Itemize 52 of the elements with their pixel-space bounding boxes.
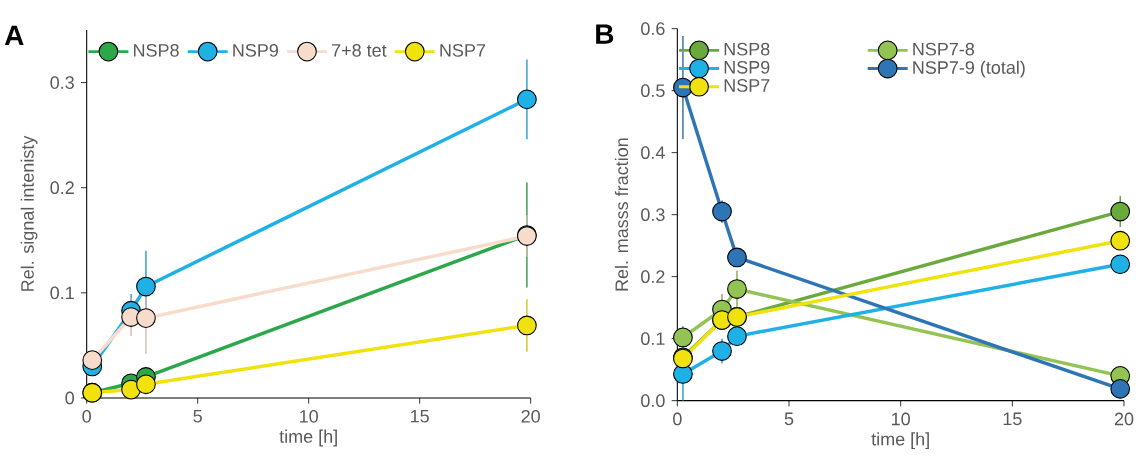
point [1110,230,1131,251]
x-axis-title: time [h] [279,429,337,447]
legend-label: NSP7 [440,43,486,57]
chart-title: B [596,24,614,44]
y-tick-label: 0.3 [641,208,665,222]
legend-label: NSP8 [724,42,770,56]
legend-label: NSP9 [233,43,278,57]
point [712,341,732,361]
point [136,276,156,297]
point [727,279,747,299]
y-tick-label: 0.5 [641,84,665,98]
x-axis-title: time [h] [871,432,929,450]
x-tick-label: 5 [784,412,794,426]
x-tick-label: 5 [193,409,202,423]
point [136,308,156,328]
x-tick-label: 0 [673,412,682,426]
point [673,327,693,348]
x-tick-label: 15 [411,409,429,423]
legend-label: NSP7-8 [913,42,975,56]
legend-label: NSP7 [724,79,770,92]
point [1110,379,1131,399]
legend-label: NSP7-9 (total) [913,60,1025,78]
point [1110,254,1131,275]
legend-label: NSP9 [724,60,770,74]
point [136,374,156,395]
point [82,350,103,371]
x-tick-label: 10 [300,409,318,423]
y-axis-title: Rel. signal intenisty [20,135,38,291]
x-tick-label: 10 [892,412,910,426]
y-tick-label: 0.0 [641,394,665,408]
y-tick-label: 0.6 [641,22,665,36]
y-axis-title: Rel. masss fraction [614,138,629,291]
y-tick-label: 0.4 [641,146,665,160]
chart-title: A [4,25,24,46]
y-tick-label: 0 [65,391,75,405]
point [1110,201,1131,222]
y-tick-label: 0.3 [50,76,74,89]
point [727,326,747,347]
x-tick-label: 20 [1114,412,1134,426]
legend-label: NSP8 [134,43,179,57]
y-tick-label: 0.1 [641,332,665,346]
y-tick-label: 0.2 [50,181,74,195]
point [712,201,732,222]
x-tick-label: 20 [521,409,540,423]
point [517,89,537,110]
x-tick-label: 15 [1003,412,1022,426]
point [727,247,747,268]
x-tick-label: 0 [82,409,91,423]
point [517,315,537,336]
y-tick-label: 0.2 [641,270,665,284]
legend-label: 7+8 tet [332,43,387,57]
y-tick-label: 0.1 [50,286,74,300]
